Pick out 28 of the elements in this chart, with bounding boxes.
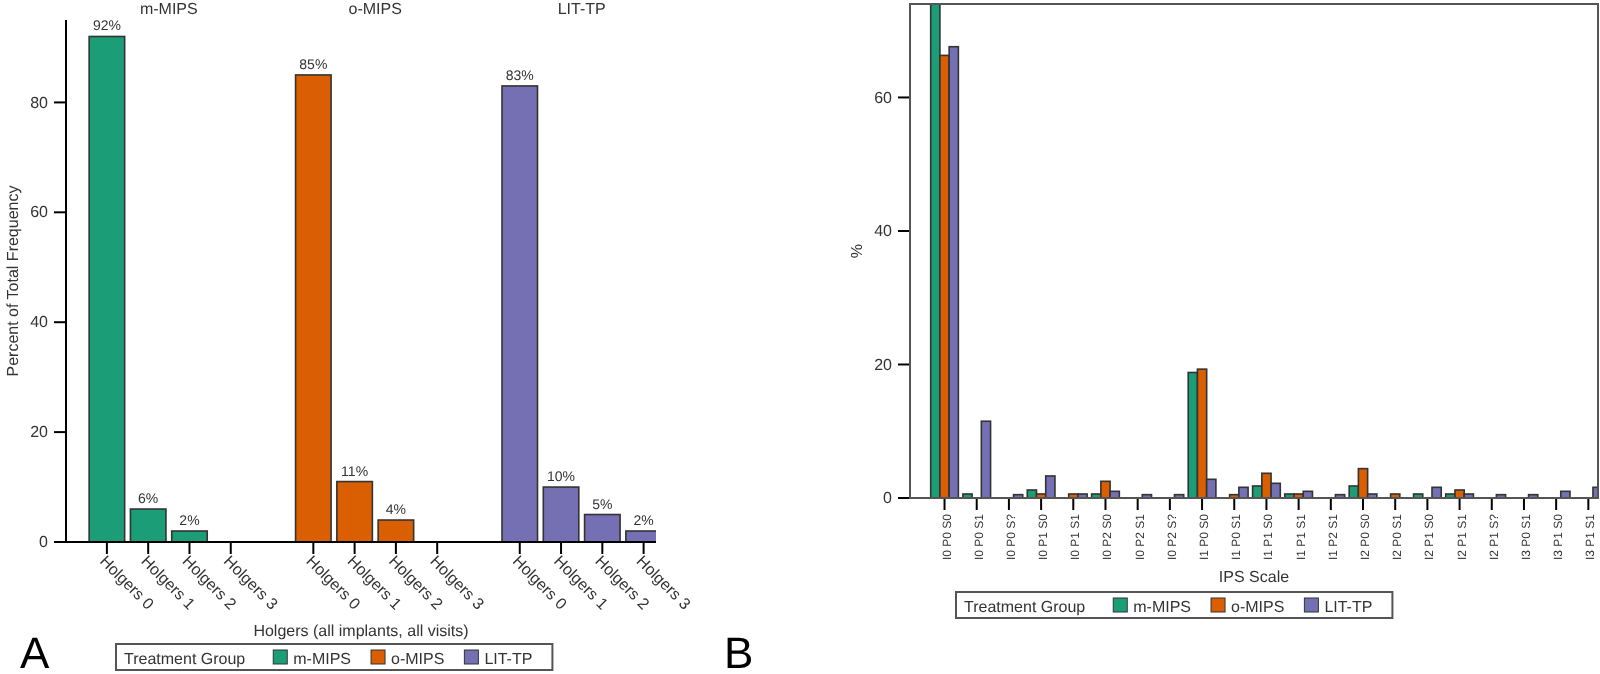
bar <box>980 420 992 498</box>
x-axis-title: Holgers (all implants, all visits) <box>253 622 470 640</box>
text: B <box>724 628 754 674</box>
y-tick-label: 60 <box>30 203 50 222</box>
y-tick-label: 60 <box>874 88 894 107</box>
x-axis-title: IPS Scale <box>1218 568 1291 586</box>
y-tick-label: 40 <box>30 313 50 332</box>
legend-title: Treatment Group <box>964 598 1087 616</box>
legend-label: o-MIPS <box>1231 598 1285 616</box>
y-tick-label: 0 <box>39 533 50 552</box>
y-tick-label: 40 <box>874 222 894 241</box>
text: A <box>20 628 50 674</box>
y-tick-label: 0 <box>883 489 894 508</box>
legend-label: LIT-TP <box>1324 598 1373 616</box>
legend-label: m-MIPS <box>1133 598 1192 616</box>
y-tick-label: 80 <box>30 93 50 112</box>
legend-label: LIT-TP <box>484 650 533 668</box>
y-tick-label: 20 <box>30 423 50 442</box>
y-tick-label: 20 <box>874 355 894 374</box>
legend-label: o-MIPS <box>391 650 445 668</box>
legend-title: Treatment Group <box>124 650 247 668</box>
legend-label: m-MIPS <box>293 650 352 668</box>
y-axis-title: Percent of Total Frequency <box>4 185 22 377</box>
bar <box>1044 475 1056 498</box>
text: LIT-TP <box>557 0 606 18</box>
y-axis-title: % <box>848 243 866 259</box>
text: o-MIPS <box>348 0 402 18</box>
text: m-MIPS <box>139 0 198 18</box>
